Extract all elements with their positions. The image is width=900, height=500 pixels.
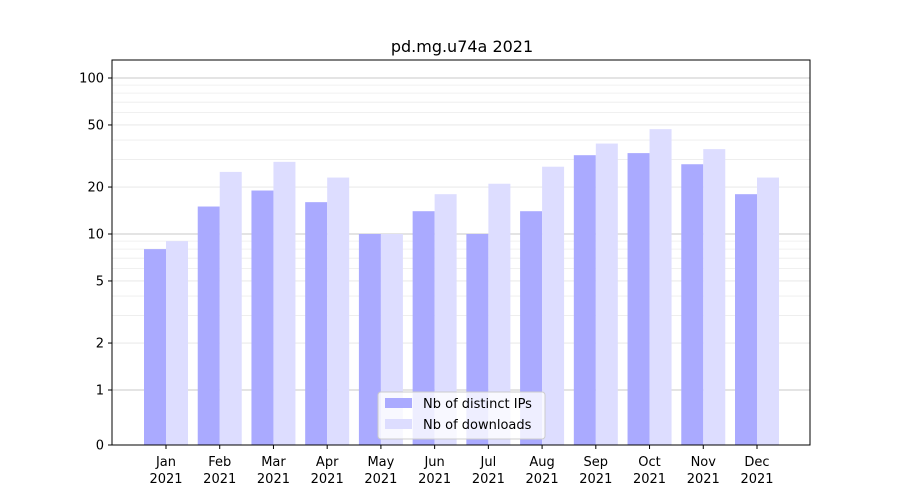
- x-tick-label-year: 2021: [364, 472, 397, 487]
- x-tick-label-year: 2021: [257, 472, 290, 487]
- bar-downloads: [166, 241, 188, 445]
- legend-swatch: [385, 419, 412, 429]
- bar-downloads: [757, 177, 779, 445]
- bar-downloads: [595, 143, 618, 445]
- x-tick-label-year: 2021: [311, 472, 344, 487]
- x-tick-label-month: Sep: [584, 455, 609, 470]
- x-tick-label-year: 2021: [633, 472, 666, 487]
- bar-distinct-ips: [520, 211, 543, 445]
- x-tick-label-year: 2021: [579, 472, 612, 487]
- bar-distinct-ips: [681, 164, 704, 445]
- x-axis: Jan 2021 Feb 2021 Mar 2021 Apr 2021 May 2021 Jun 20…: [149, 445, 774, 487]
- bar-distinct-ips: [573, 155, 596, 446]
- bar-distinct-ips: [412, 211, 435, 445]
- bar-distinct-ips: [197, 206, 220, 445]
- bar-distinct-ips: [735, 194, 757, 445]
- x-tick-label-year: 2021: [203, 472, 236, 487]
- bar-distinct-ips: [144, 249, 166, 445]
- chart-title: pd.mg.u74a 2021: [391, 37, 533, 56]
- x-tick-label-year: 2021: [472, 472, 505, 487]
- y-tick-label: 20: [87, 181, 104, 196]
- x-tick-label-month: Nov: [691, 455, 717, 470]
- bar-downloads: [703, 149, 726, 446]
- bar-downloads: [649, 129, 672, 445]
- bar-distinct-ips: [251, 190, 274, 445]
- plot-frame: [111, 59, 811, 446]
- bar-distinct-ips: [627, 153, 650, 446]
- x-tick-label-year: 2021: [526, 472, 559, 487]
- y-tick-label: 5: [96, 274, 104, 289]
- bars: [144, 129, 779, 446]
- legend: Nb of distinct IPs Nb of downloads: [377, 391, 546, 440]
- y-tick-label: 50: [87, 118, 104, 133]
- bar-distinct-ips: [358, 234, 381, 445]
- legend-label: Nb of distinct IPs: [423, 397, 532, 412]
- y-tick-label: 1: [96, 384, 104, 399]
- bar-distinct-ips: [305, 202, 328, 445]
- bar-downloads: [273, 161, 296, 445]
- x-tick-label-month: Oct: [638, 455, 660, 470]
- x-tick-label-year: 2021: [687, 472, 720, 487]
- bar-downloads: [327, 177, 350, 445]
- x-tick-label-month: Jan: [155, 455, 176, 470]
- x-tick-label-month: Jul: [480, 455, 497, 470]
- bar-downloads: [434, 194, 457, 445]
- x-tick-label-month: Feb: [208, 455, 231, 470]
- legend-label: Nb of downloads: [423, 418, 532, 433]
- x-tick-label-year: 2021: [418, 472, 451, 487]
- y-axis: 0 1 2 5 10 20 50 100: [79, 72, 112, 454]
- y-tick-label: 0: [96, 439, 104, 454]
- x-tick-label-month: May: [367, 455, 394, 470]
- bar-downloads: [488, 183, 511, 445]
- legend-swatch: [385, 398, 412, 408]
- x-tick-label-month: Mar: [261, 455, 286, 470]
- x-tick-label-month: Dec: [744, 455, 769, 470]
- bar-downloads: [219, 171, 242, 445]
- y-tick-label: 2: [96, 337, 104, 352]
- x-tick-label-month: Aug: [529, 455, 554, 470]
- y-tick-label: 100: [79, 72, 104, 87]
- x-tick-label-month: Jun: [423, 455, 444, 470]
- x-tick-label-year: 2021: [149, 472, 182, 487]
- bar-downloads: [542, 166, 565, 445]
- legend-box: [377, 391, 546, 440]
- x-tick-label-month: Apr: [316, 455, 339, 470]
- y-tick-label: 10: [87, 228, 104, 243]
- x-tick-label-year: 2021: [740, 472, 773, 487]
